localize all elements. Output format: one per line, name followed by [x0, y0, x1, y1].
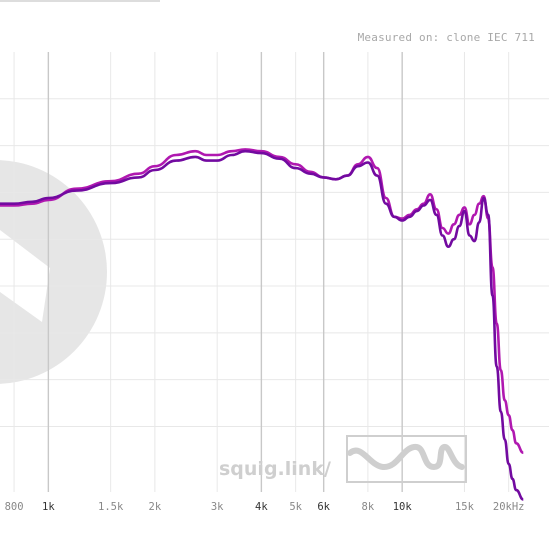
x-tick-label-10: 15k — [455, 501, 475, 513]
fr-curve-1 — [0, 149, 524, 501]
watermark-notch — [0, 230, 50, 322]
x-tick-label-0: 800 — [5, 501, 24, 513]
x-tick-label-5: 4k — [255, 501, 268, 513]
grid-lines — [0, 52, 549, 492]
watermark-circle — [0, 160, 107, 384]
x-tick-label-7: 6k — [317, 501, 330, 513]
watermark-graphic — [0, 160, 107, 384]
squig-watermark-text: squig.link/ — [219, 458, 331, 480]
x-tick-label-1: 1k — [42, 501, 55, 513]
series-layer — [0, 148, 524, 501]
x-tick-labels: 800 1k 1.5k 2k 3k 4k 5k 6k 8k 10k 15k 20kHz — [5, 501, 525, 513]
x-tick-label-11: 20kHz — [493, 501, 525, 513]
x-tick-label-6: 5k — [289, 501, 302, 513]
x-tick-label-9: 10k — [393, 501, 413, 513]
measured-on-label: Measured on: clone IEC 711 — [357, 31, 535, 44]
x-tick-label-2: 1.5k — [98, 501, 124, 513]
squig-logo-box — [346, 435, 467, 483]
top-divider — [0, 0, 160, 2]
x-tick-label-3: 2k — [149, 501, 162, 513]
x-tick-label-8: 8k — [362, 501, 375, 513]
squiggle-icon — [347, 444, 465, 471]
x-tick-label-4: 3k — [211, 501, 224, 513]
